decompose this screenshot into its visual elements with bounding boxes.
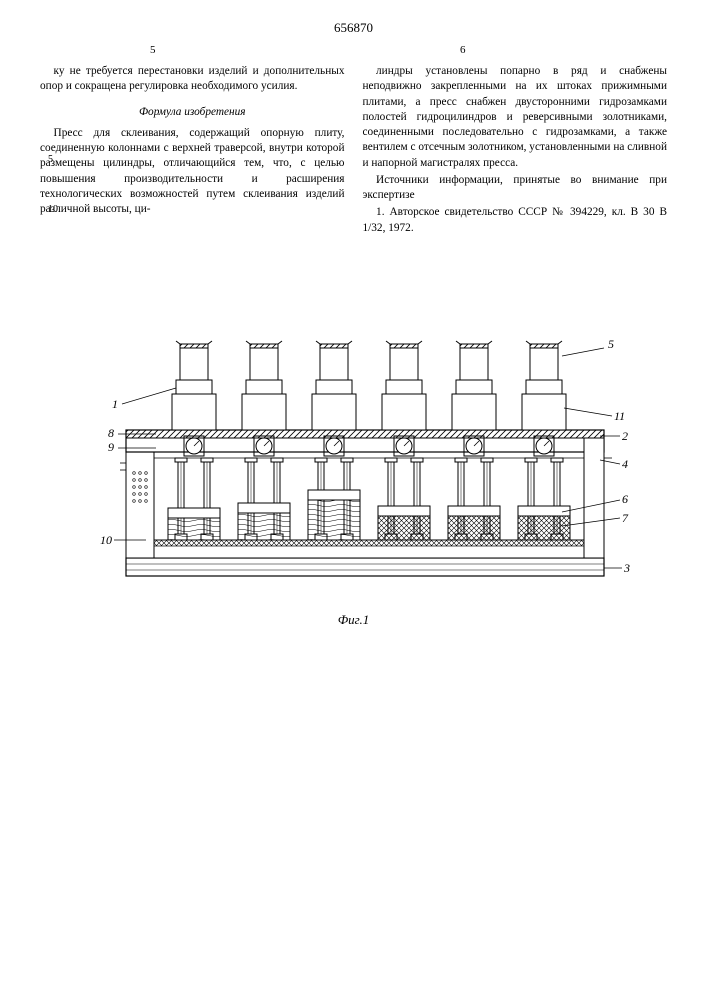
label-9: 9 <box>108 440 114 454</box>
doc-number: 656870 <box>40 20 667 36</box>
label-6: 6 <box>622 492 628 506</box>
page-right: 6 <box>460 44 466 56</box>
figure-1: 5 1 8 9 10 11 2 4 6 7 3 <box>40 308 667 608</box>
label-8: 8 <box>108 426 114 440</box>
figure-caption: Фиг.1 <box>40 612 667 628</box>
column-left: ку не требуется перестановки изделий и д… <box>40 64 345 238</box>
page-numbers: 5 6 <box>40 44 667 60</box>
col2-p3: 1. Авторское свидетельство СССР № 394229… <box>363 205 668 236</box>
col2-p2: Источники информации, принятые во вниман… <box>363 173 668 204</box>
label-2: 2 <box>622 429 628 443</box>
label-5: 5 <box>608 337 614 351</box>
column-right: линдры установлены попарно в ряд и снабж… <box>363 64 668 238</box>
col1-p2: Пресс для склеивания, содержащий опорную… <box>40 126 345 218</box>
col2-p1: линдры установлены попарно в ряд и снабж… <box>363 64 668 171</box>
formula-title: Формула изобретения <box>40 105 345 120</box>
press-diagram: 5 1 8 9 10 11 2 4 6 7 3 <box>64 308 644 608</box>
label-4: 4 <box>622 457 628 471</box>
margin-num-5: 5 <box>48 154 53 165</box>
label-10: 10 <box>100 533 112 547</box>
label-1: 1 <box>112 397 118 411</box>
text-columns: ку не требуется перестановки изделий и д… <box>40 64 667 238</box>
label-3: 3 <box>623 561 630 575</box>
page-left: 5 <box>150 44 156 56</box>
col1-p1: ку не требуется перестановки изделий и д… <box>40 64 345 95</box>
label-11: 11 <box>614 409 625 423</box>
label-7: 7 <box>622 511 629 525</box>
margin-num-10: 10 <box>48 204 58 215</box>
